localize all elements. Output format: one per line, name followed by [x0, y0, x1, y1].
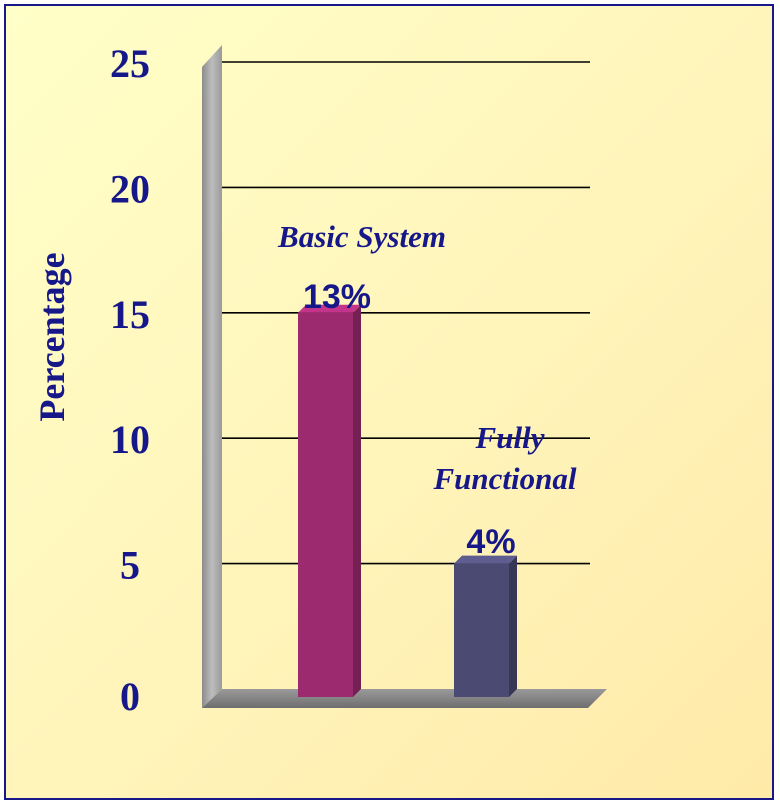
category-label: Fully Functional — [433, 420, 577, 496]
y-tick-label: 20 — [110, 166, 150, 211]
y-tick-label: 0 — [120, 674, 140, 719]
value-label: 13% — [303, 278, 371, 316]
chart-floor — [202, 689, 607, 708]
y-tick-label: 25 — [110, 41, 150, 86]
bar-top — [298, 304, 361, 313]
y-axis-label: Percentage — [32, 252, 72, 421]
chart-walls — [202, 45, 607, 708]
y-tick-label: 5 — [120, 543, 140, 588]
bar-1 — [454, 555, 517, 697]
y-tick-label: 15 — [110, 292, 150, 337]
bar-front — [454, 563, 509, 697]
gridlines — [222, 61, 590, 565]
y-tick-labels: 0 5 10 15 20 25 — [110, 41, 150, 719]
bar-side — [509, 555, 517, 697]
category-label: Basic System — [277, 219, 446, 254]
value-label: 4% — [466, 523, 515, 561]
bar-top — [454, 555, 517, 564]
bar-side — [353, 304, 361, 697]
side-wall — [202, 45, 222, 708]
data-labels: Basic System 13% Fully Functional 4% — [277, 219, 577, 561]
chart-panel — [4, 4, 774, 800]
bar-0 — [298, 304, 361, 697]
bar-front — [298, 312, 353, 697]
bars — [298, 304, 517, 697]
y-tick-label: 10 — [110, 417, 150, 462]
